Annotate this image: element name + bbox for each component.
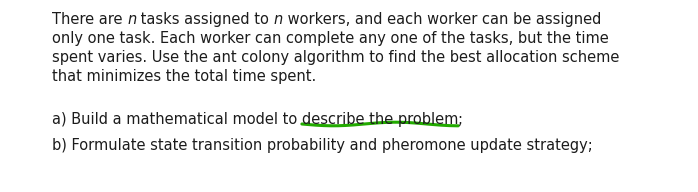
Text: spent varies. Use the ant colony algorithm to find the best allocation scheme: spent varies. Use the ant colony algorit… (52, 50, 619, 65)
Text: b) Formulate state transition probability and pheromone update strategy;: b) Formulate state transition probabilit… (52, 138, 593, 153)
Text: tasks assigned to: tasks assigned to (136, 12, 274, 27)
Text: describe the problem: describe the problem (302, 112, 459, 127)
Text: n: n (274, 12, 283, 27)
Text: There are: There are (52, 12, 127, 27)
Text: a) Build a mathematical model to: a) Build a mathematical model to (52, 112, 302, 127)
Text: ;: ; (459, 112, 463, 127)
Text: only one task. Each worker can complete any one of the tasks, but the time: only one task. Each worker can complete … (52, 31, 609, 46)
Text: that minimizes the total time spent.: that minimizes the total time spent. (52, 69, 316, 84)
Text: n: n (127, 12, 136, 27)
Text: workers, and each worker can be assigned: workers, and each worker can be assigned (283, 12, 602, 27)
